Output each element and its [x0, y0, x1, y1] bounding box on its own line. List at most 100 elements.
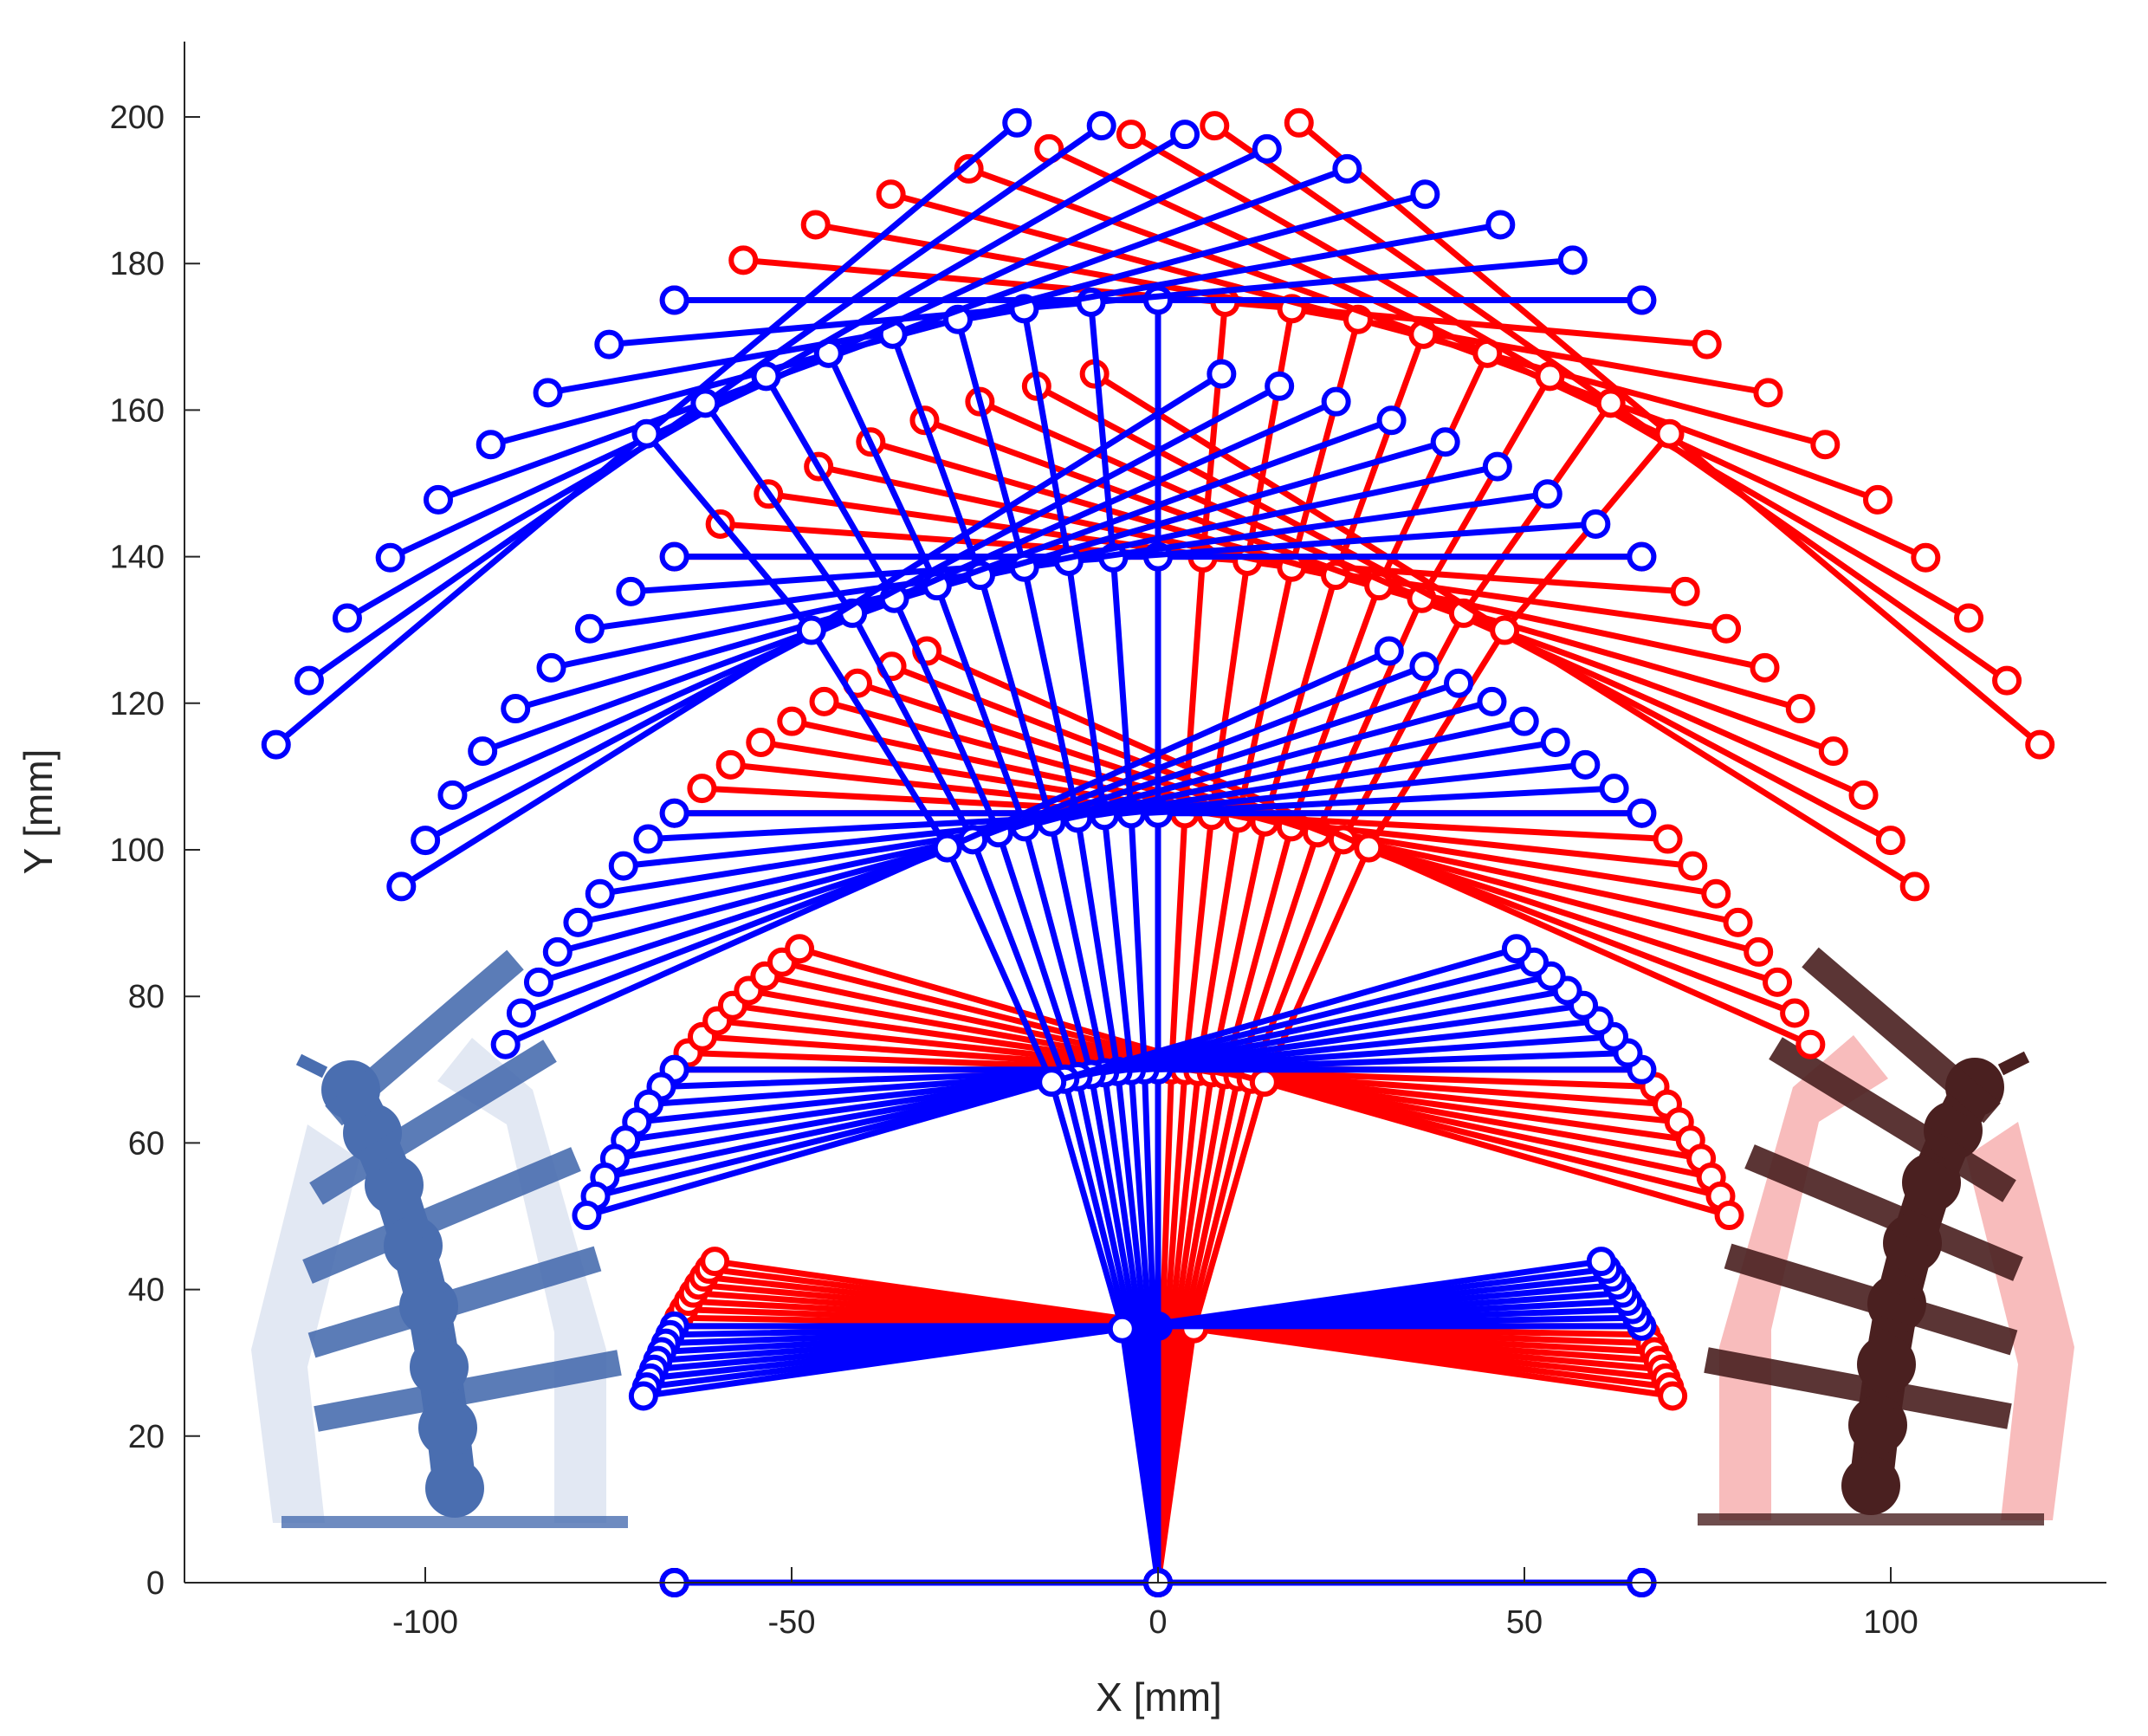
spine-segment — [1194, 814, 1242, 1075]
endpoint-marker — [1723, 907, 1753, 937]
spine-segment — [1159, 1066, 1175, 1330]
spine-segment — [1288, 582, 1382, 830]
spine-segment — [944, 845, 1055, 1085]
inset-bead — [1902, 1153, 1961, 1212]
endpoint-marker — [687, 774, 717, 804]
endpoint-marker — [1599, 774, 1629, 804]
endpoint-marker — [1863, 484, 1893, 515]
inset-bar — [1704, 1347, 2012, 1429]
endpoint-marker — [1557, 245, 1588, 275]
spine-segment — [995, 829, 1081, 1080]
axes — [184, 42, 2106, 1584]
y-tick-label: 160 — [110, 392, 165, 429]
joint-marker — [1249, 1067, 1279, 1098]
inset-band — [251, 1124, 359, 1523]
spine-segment — [977, 572, 1055, 826]
y-tick-label: 100 — [110, 832, 165, 869]
spine-segment — [1221, 823, 1295, 1078]
inset-base — [1698, 1513, 2044, 1525]
endpoint-marker — [1818, 736, 1848, 767]
endpoint-marker — [1265, 371, 1295, 401]
endpoint-marker — [1477, 686, 1507, 716]
endpoint-marker — [1653, 824, 1683, 854]
spine-segment — [1261, 572, 1339, 826]
endpoint-marker — [476, 430, 506, 460]
endpoint-marker — [1763, 967, 1793, 997]
endpoint-marker — [375, 542, 405, 573]
inset-bar — [302, 1147, 581, 1284]
endpoint-marker — [1954, 603, 1984, 633]
inset-bead — [365, 1156, 424, 1215]
inset-bar — [1802, 947, 2001, 1124]
spine-segment — [1020, 305, 1072, 565]
spine-segment — [1048, 819, 1108, 1076]
endpoint-marker — [1795, 1029, 1826, 1059]
y-tick-label: 120 — [110, 686, 165, 722]
endpoint-marker — [572, 1201, 602, 1231]
endpoint-marker — [1485, 210, 1516, 240]
endpoint-marker — [563, 907, 593, 937]
endpoint-marker — [506, 998, 536, 1028]
endpoint-marker — [1750, 652, 1780, 683]
inset-bar — [1769, 1037, 2016, 1202]
endpoint-marker — [261, 729, 291, 760]
endpoint-marker — [1509, 706, 1539, 736]
endpoint-marker — [728, 245, 759, 275]
endpoint-marker — [1430, 427, 1460, 457]
axis-ticks: -100 -50 0 50 100 0 20 40 60 80 100 120 140 160 180 200 — [110, 100, 1918, 1641]
endpoint-marker — [1170, 120, 1200, 150]
spine-segment — [934, 582, 1028, 830]
spine-segment — [1460, 399, 1614, 617]
endpoint-marker — [1701, 878, 1731, 909]
endpoint-marker — [1992, 665, 2022, 696]
inset-bead — [1848, 1396, 1907, 1454]
endpoint-marker — [954, 153, 984, 184]
endpoint-marker — [523, 967, 553, 997]
endpoint-marker — [785, 934, 815, 964]
spine-segment — [891, 595, 1002, 836]
endpoint-marker — [1627, 285, 1657, 315]
endpoint-marker — [876, 179, 906, 210]
spine-segment — [1074, 814, 1122, 1075]
endpoint-marker — [1744, 936, 1774, 967]
spine-segment — [1418, 372, 1553, 602]
endpoint-marker — [1116, 120, 1146, 150]
endpoint-marker — [1780, 998, 1810, 1028]
y-tick-label: 80 — [128, 979, 165, 1015]
inset-bead — [418, 1398, 477, 1457]
y-tick-label: 60 — [128, 1125, 165, 1162]
endpoint-marker — [1753, 378, 1783, 408]
endpoint-marker — [332, 603, 362, 633]
joint-marker — [1107, 1313, 1137, 1344]
endpoint-marker — [1284, 107, 1314, 138]
inset-bead — [1841, 1456, 1900, 1515]
endpoint-marker — [659, 285, 689, 315]
spine-segment — [1088, 299, 1116, 561]
endpoint-marker — [574, 613, 605, 644]
spine-segment — [1048, 1079, 1126, 1332]
inset-bar — [309, 1040, 557, 1205]
endpoint-marker — [715, 749, 746, 780]
inset-bead — [425, 1459, 484, 1518]
endpoint-marker — [1586, 1247, 1616, 1277]
joint-marker — [631, 418, 662, 449]
endpoint-marker — [659, 798, 689, 828]
spine-segment — [1021, 564, 1081, 821]
endpoint-marker — [1875, 826, 1905, 856]
endpoint-marker — [809, 686, 839, 716]
spine-segment — [1375, 350, 1491, 589]
inset-bar — [1744, 1144, 2023, 1281]
spine-segment — [1163, 1067, 1188, 1330]
endpoint-marker — [1670, 576, 1700, 606]
spine-segment — [1110, 554, 1135, 817]
endpoint-marker — [1848, 780, 1879, 810]
inset-image-left-robot — [251, 949, 628, 1528]
spine-segment — [1021, 823, 1095, 1078]
inset-image-right-robot — [1698, 947, 2074, 1525]
x-tick-label: -100 — [392, 1604, 458, 1641]
x-tick-label: 100 — [1863, 1604, 1918, 1641]
spine-segment — [1101, 1069, 1143, 1331]
y-tick-label: 0 — [146, 1565, 165, 1602]
spine-segment — [1141, 1066, 1157, 1330]
joint-marker — [1595, 388, 1626, 418]
